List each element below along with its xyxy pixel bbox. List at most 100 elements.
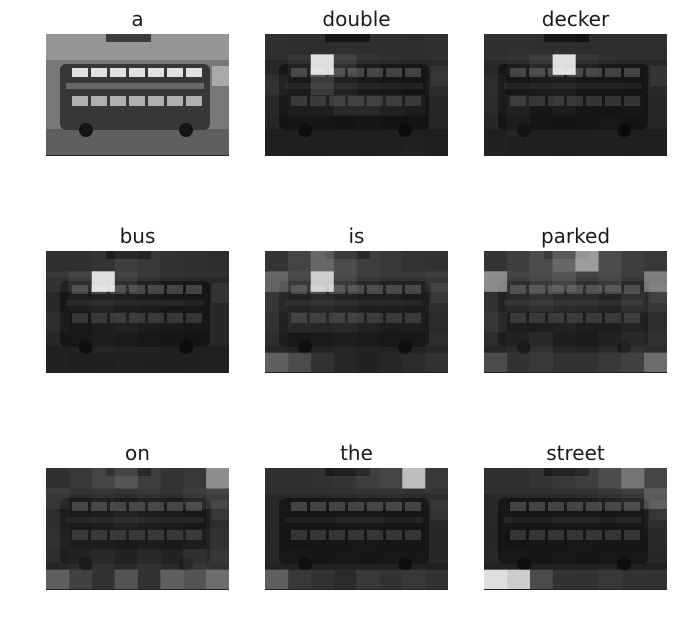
attention-cell	[114, 468, 138, 489]
attention-cell	[287, 549, 312, 570]
attention-cell	[621, 569, 645, 590]
attention-cell	[529, 135, 553, 156]
bus-lower-window	[510, 313, 526, 323]
attention-cell	[575, 34, 599, 55]
attention-cell	[402, 468, 426, 489]
attention-cell	[68, 549, 93, 570]
attention-cell	[137, 468, 161, 489]
attention-cell	[333, 529, 357, 550]
attention-cell	[425, 135, 448, 156]
attention-cell	[484, 508, 508, 530]
attention-cell	[575, 251, 599, 272]
attention-cell	[402, 95, 426, 116]
attention-cell	[333, 115, 357, 136]
bus-wheel	[298, 123, 312, 137]
attention-cell	[644, 54, 667, 75]
attention-cell	[484, 34, 508, 55]
bus-ad-strip	[504, 83, 642, 89]
attention-cell	[506, 74, 531, 96]
bus-upper-window	[167, 285, 183, 294]
attention-cell	[183, 468, 207, 489]
attention-cell	[575, 352, 599, 373]
attention-cell	[206, 352, 229, 373]
scene-sign	[325, 34, 370, 42]
bus-lower-window	[405, 313, 421, 323]
attention-cell	[598, 569, 622, 590]
attention-cell	[183, 508, 207, 530]
scene-sign	[106, 34, 151, 42]
attention-cell	[68, 508, 93, 530]
bus-upper-window	[72, 285, 88, 294]
attention-cell	[287, 569, 312, 590]
attention-cell	[575, 569, 599, 590]
attention-cell	[310, 352, 334, 373]
bus-lower-window	[291, 530, 307, 540]
bus-upper-window	[110, 285, 126, 294]
attention-cell	[287, 488, 312, 509]
bus-lower-window	[529, 96, 545, 106]
bus-upper-window	[510, 502, 526, 511]
attention-cell	[206, 508, 229, 530]
attention-cell	[160, 251, 184, 272]
attention-cell	[644, 468, 667, 489]
scene-road	[484, 346, 667, 373]
bus-lower-window	[329, 96, 345, 106]
attention-cell	[644, 34, 667, 55]
attention-cell	[644, 312, 667, 333]
bus-lower-window	[186, 530, 202, 540]
bus-upper-window	[148, 285, 164, 294]
attention-cell	[114, 312, 138, 333]
attention-cell	[356, 569, 380, 590]
attention-cell	[379, 569, 403, 590]
attention-cell	[529, 529, 553, 550]
attention-cell	[356, 135, 380, 156]
attention-cell	[333, 74, 357, 96]
attention-cell	[287, 115, 312, 136]
attention-cell	[529, 34, 553, 55]
attention-image	[484, 468, 667, 590]
attention-cell	[484, 54, 508, 75]
attention-cell	[206, 488, 229, 509]
attention-cell	[356, 74, 380, 96]
attention-cell	[379, 332, 403, 353]
attention-cell	[310, 74, 334, 96]
attention-cell	[310, 115, 334, 136]
attention-cell	[91, 529, 115, 550]
bus-upper-window	[148, 502, 164, 511]
attention-cell	[91, 251, 115, 272]
attention-cell	[575, 54, 599, 75]
attention-cell	[356, 115, 380, 136]
attention-cell	[506, 251, 531, 272]
attention-cell	[68, 332, 93, 353]
attention-cell	[114, 271, 138, 292]
attention-cell	[425, 529, 448, 550]
attention-cell	[46, 271, 70, 292]
attention-cell	[206, 468, 229, 489]
attention-cell	[46, 529, 70, 550]
attention-cell	[333, 468, 357, 489]
attention-cell	[402, 508, 426, 530]
attention-cell	[91, 352, 115, 373]
attention-cell	[114, 569, 138, 590]
attention-cell	[529, 115, 553, 136]
bus-lower-window	[348, 96, 364, 106]
panel-title: decker	[541, 7, 610, 31]
attention-cell	[160, 569, 184, 590]
attention-cell	[379, 549, 403, 570]
attention-cell	[114, 508, 138, 530]
attention-cell	[425, 549, 448, 570]
attention-cell	[425, 468, 448, 489]
attention-cell	[506, 529, 531, 550]
attention-cell	[206, 291, 229, 313]
attention-cell	[575, 312, 599, 333]
attention-cell	[183, 352, 207, 373]
attention-cell	[575, 468, 599, 489]
bus-lower-window	[186, 96, 202, 106]
attention-image	[265, 251, 448, 373]
attention-cell	[575, 549, 599, 570]
attention-cell	[265, 468, 289, 489]
bus-upper-window	[91, 68, 107, 77]
attention-cell	[160, 332, 184, 353]
attention-cell	[621, 352, 645, 373]
bus-upper-window	[624, 502, 640, 511]
